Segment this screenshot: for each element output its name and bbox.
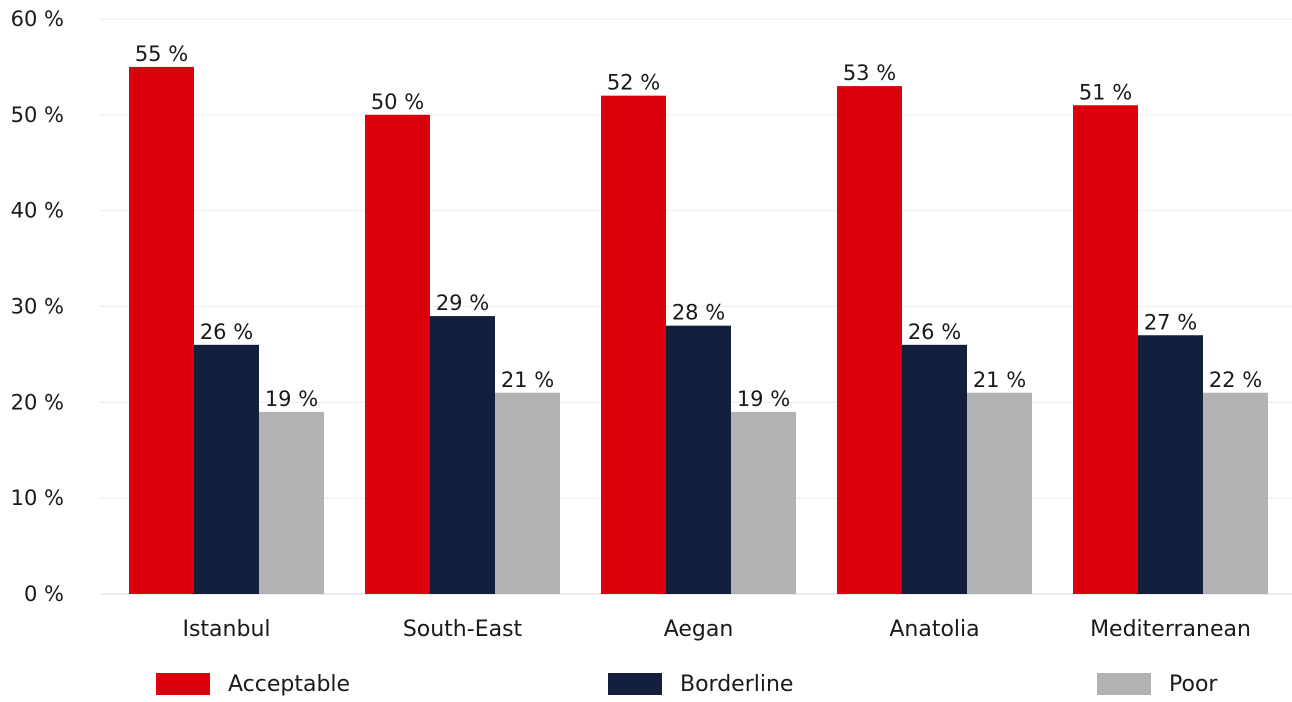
- y-tick-label: 20 %: [11, 390, 64, 414]
- data-label: 26 %: [908, 320, 961, 344]
- legend-item-borderline: Borderline: [608, 671, 794, 697]
- data-label: 53 %: [843, 61, 896, 85]
- bar-poor-mediterranean: [1203, 392, 1268, 594]
- bar-acceptable-mediterranean: [1073, 105, 1138, 594]
- legend-item-poor: Poor: [1097, 671, 1218, 697]
- data-label: 27 %: [1144, 310, 1197, 334]
- y-tick-label: 10 %: [11, 486, 64, 510]
- data-label: 21 %: [501, 368, 554, 392]
- bars: [129, 66, 1268, 595]
- legend-label-acceptable: Acceptable: [228, 671, 351, 697]
- bar-acceptable-south-east: [365, 114, 430, 594]
- legend-swatch-borderline: [608, 673, 662, 695]
- y-axis-ticks: 0 % 10 % 20 % 30 % 40 % 50 % 60 %: [11, 7, 64, 606]
- data-label: 19 %: [265, 387, 318, 411]
- bar-borderline-aegan: [666, 325, 731, 594]
- y-tick-label: 40 %: [11, 199, 64, 223]
- x-tick-label: Mediterranean: [1090, 617, 1251, 642]
- data-label: 21 %: [973, 368, 1026, 392]
- legend: Acceptable Borderline Poor: [0, 662, 1292, 702]
- bar-chart: 0 % 10 % 20 % 30 % 40 % 50 % 60 % 55 % 26 % 19 %…: [11, 7, 1292, 642]
- data-label: 22 %: [1209, 368, 1262, 392]
- legend-label-poor: Poor: [1169, 671, 1218, 697]
- bar-poor-anatolia: [967, 392, 1032, 594]
- data-label: 52 %: [607, 71, 660, 95]
- y-tick-label: 60 %: [11, 7, 64, 31]
- data-labels: 55 % 26 % 19 % 50 % 29 % 21 % 52 % 28 % 19 % 53 %…: [135, 42, 1262, 411]
- bar-acceptable-istanbul: [129, 66, 194, 594]
- bar-borderline-anatolia: [902, 344, 967, 594]
- legend-swatch-acceptable: [156, 673, 210, 695]
- bar-borderline-istanbul: [194, 344, 259, 594]
- data-label: 51 %: [1079, 80, 1132, 104]
- legend-swatch-poor: [1097, 673, 1151, 695]
- y-tick-label: 0 %: [24, 582, 64, 606]
- data-label: 55 %: [135, 42, 188, 66]
- data-label: 50 %: [371, 90, 424, 114]
- legend-label-borderline: Borderline: [680, 671, 794, 697]
- data-label: 19 %: [737, 387, 790, 411]
- x-tick-label: Aegan: [664, 617, 734, 642]
- bar-poor-aegan: [731, 411, 796, 594]
- bar-borderline-south-east: [430, 316, 495, 594]
- x-tick-label: Istanbul: [182, 617, 270, 642]
- y-tick-label: 30 %: [11, 295, 64, 319]
- legend-item-acceptable: Acceptable: [156, 671, 351, 697]
- bar-borderline-mediterranean: [1138, 335, 1203, 594]
- bar-acceptable-anatolia: [837, 86, 902, 594]
- data-label: 26 %: [200, 320, 253, 344]
- bar-poor-istanbul: [259, 411, 324, 594]
- data-label: 28 %: [672, 301, 725, 325]
- bar-acceptable-aegan: [601, 95, 666, 595]
- x-tick-label: South-East: [403, 617, 523, 642]
- x-axis-ticks: Istanbul South-East Aegan Anatolia Mediterra…: [182, 617, 1250, 642]
- y-tick-label: 50 %: [11, 103, 64, 127]
- data-label: 29 %: [436, 291, 489, 315]
- bar-poor-south-east: [495, 392, 560, 594]
- x-tick-label: Anatolia: [889, 617, 979, 642]
